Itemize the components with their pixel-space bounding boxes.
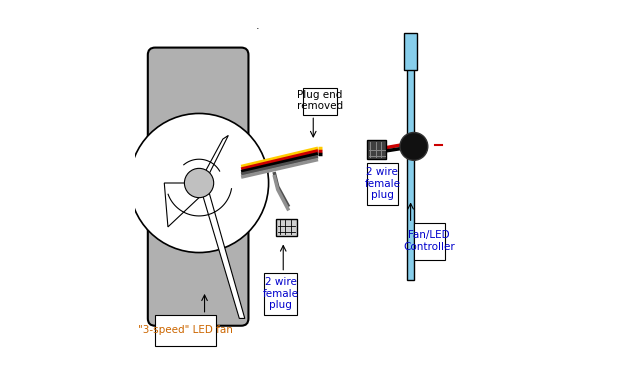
Text: 2 wire
female
plug: 2 wire female plug: [263, 277, 299, 310]
Text: Plug end
removed: Plug end removed: [297, 90, 343, 112]
Text: "3-speed" LED fan: "3-speed" LED fan: [138, 325, 233, 336]
Bar: [264, 273, 297, 315]
Bar: [303, 88, 338, 115]
Polygon shape: [199, 183, 245, 318]
Circle shape: [184, 168, 214, 198]
Bar: [404, 33, 417, 70]
FancyBboxPatch shape: [148, 48, 249, 326]
Bar: [276, 219, 297, 236]
Text: .: .: [256, 20, 259, 31]
Polygon shape: [199, 135, 228, 183]
Text: Fan/LED
Controller: Fan/LED Controller: [403, 230, 455, 252]
Polygon shape: [164, 183, 199, 227]
Bar: [155, 315, 216, 346]
Circle shape: [400, 132, 428, 160]
Text: 2 wire
female
plug: 2 wire female plug: [364, 167, 401, 200]
Circle shape: [130, 113, 268, 253]
Bar: [407, 60, 414, 280]
Bar: [414, 223, 445, 260]
Bar: [368, 140, 387, 159]
Bar: [367, 163, 398, 205]
